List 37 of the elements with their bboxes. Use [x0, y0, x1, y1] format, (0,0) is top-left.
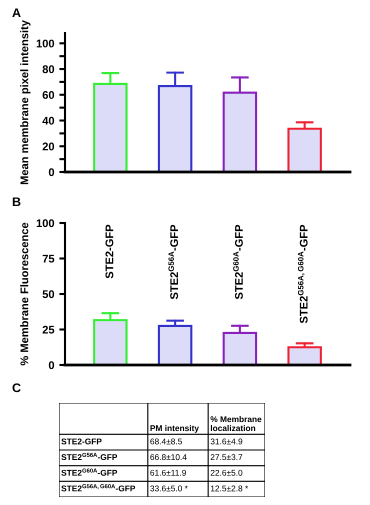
y-tick-label: 75 — [42, 254, 54, 263]
text: 68.4±8.5 — [150, 438, 182, 444]
bar — [158, 324, 192, 365]
y-tick-label: 80 — [42, 65, 54, 74]
category-label: PM intensity — [150, 425, 199, 433]
text: 12.5±2.8 * — [210, 486, 248, 492]
bar — [287, 128, 322, 172]
y-tick-label: 50 — [42, 290, 54, 298]
category-label: % Membrane localization — [210, 416, 262, 432]
y-tick-label: 25 — [42, 326, 54, 334]
text: 33.6±5.0 * — [150, 486, 188, 492]
x-tick-label: STE2$^{G56A}$-GFP — [168, 224, 178, 300]
y-tick-label: 0 — [48, 168, 54, 176]
category-label: STE2$^{G56A,G60A}$-GFP — [61, 484, 136, 492]
y-tick-label: 40 — [42, 116, 54, 125]
text: 27.5±3.7 — [210, 454, 242, 460]
y-tick-label: 20 — [42, 142, 54, 150]
y-tick-label: 100 — [36, 40, 54, 48]
category-label: STE2$^{G56A}$-GFP — [61, 452, 118, 460]
text: 22.6±5.0 — [210, 470, 242, 476]
chart-title: B — [12, 197, 20, 206]
y-axis-title: Mean membrane pixel intensity — [20, 20, 30, 184]
chart-title: A — [12, 8, 21, 18]
y-tick-label: 60 — [42, 91, 54, 99]
text: 66.8±10.4 — [150, 454, 187, 460]
x-tick-label: STE2$^{G56A,G60A}$-GFP — [298, 224, 308, 324]
category-label: STE2$^{G60A}$-GFP — [61, 468, 118, 476]
x-tick-label: STE2-GFP — [105, 224, 114, 278]
y-tick-label: 100 — [36, 219, 54, 228]
text: C — [12, 383, 21, 392]
y-tick-label: 0 — [48, 361, 54, 370]
y-axis-title: % Membrane Fluorescence — [20, 222, 28, 366]
text: 61.6±11.9 — [150, 470, 186, 476]
bar — [287, 346, 322, 365]
x-tick-label: STE2$^{G60A}$-GFP — [233, 224, 243, 300]
category-label: STE2-GFP — [61, 438, 102, 444]
text: 31.6±4.9 — [210, 438, 242, 444]
